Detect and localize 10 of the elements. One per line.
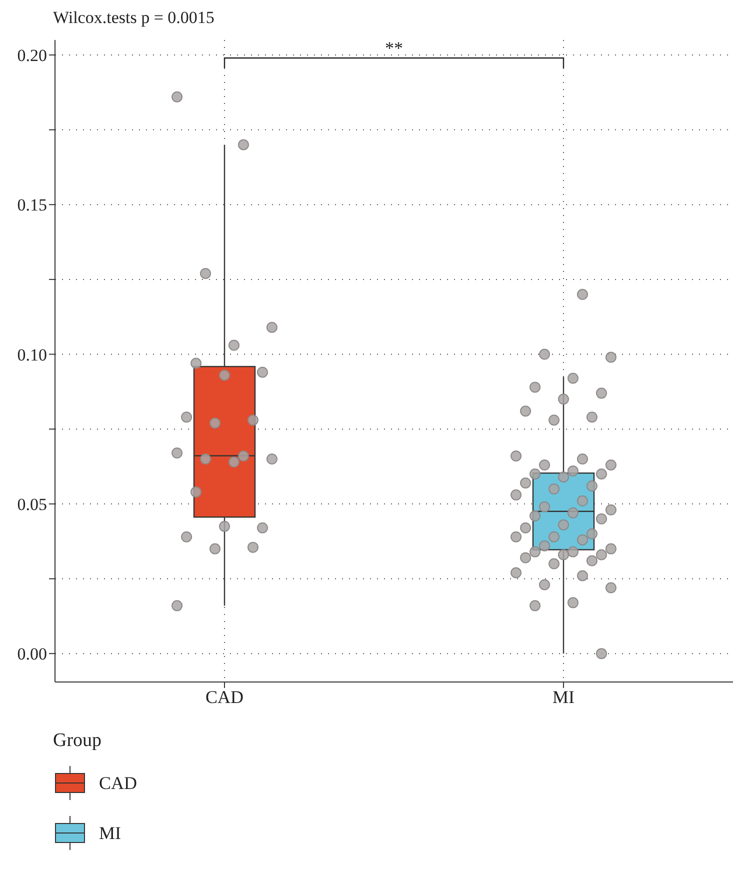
y-tick-label: 0.05	[17, 494, 47, 514]
y-tick-label: 0.00	[17, 644, 47, 664]
legend-label: MI	[99, 822, 121, 844]
y-tick-label: 0.15	[17, 196, 47, 215]
y-tick-label: 0.10	[17, 345, 47, 364]
chart-title: Wilcox.tests p = 0.0015	[53, 8, 214, 28]
annotation: **	[385, 38, 403, 58]
y-tick-label: 0.20	[17, 46, 47, 65]
legend-label: CAD	[99, 772, 138, 794]
legend-title: Group	[53, 730, 103, 752]
